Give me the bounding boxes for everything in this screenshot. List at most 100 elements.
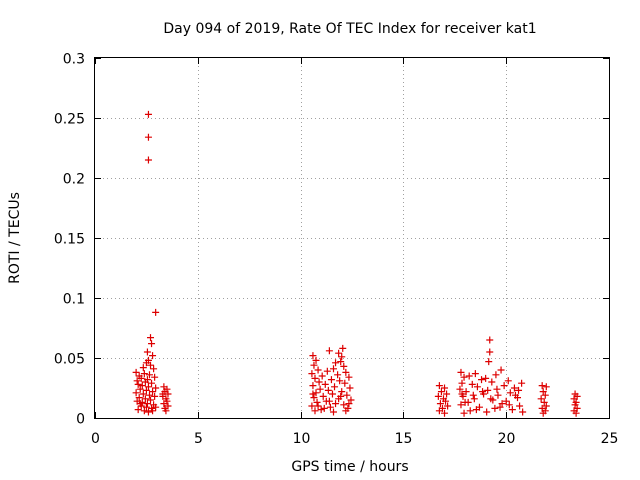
data-point: [345, 400, 353, 408]
data-point: [309, 352, 317, 360]
data-point: [498, 400, 506, 408]
data-point: [149, 388, 157, 396]
data-point: [152, 403, 160, 411]
data-point: [468, 380, 476, 388]
data-point: [342, 407, 350, 415]
data-point: [151, 373, 159, 381]
data-point: [479, 388, 487, 396]
data-point: [141, 378, 149, 386]
data-point: [159, 390, 167, 398]
data-point: [150, 365, 158, 373]
data-point: [469, 391, 477, 399]
y-axis-label: ROTI / TECUs: [7, 192, 23, 284]
data-point: [339, 344, 347, 352]
data-point: [491, 404, 499, 412]
data-point: [504, 377, 512, 385]
grid-lines: [95, 58, 609, 418]
data-point: [320, 404, 328, 412]
data-point: [515, 386, 523, 394]
data-point: [485, 358, 493, 366]
data-point: [326, 403, 334, 411]
data-point: [457, 368, 465, 376]
data-point: [508, 406, 516, 414]
data-point: [516, 402, 524, 410]
data-point: [334, 371, 342, 379]
y-tick-label: 0.1: [63, 292, 85, 308]
data-point: [140, 407, 148, 415]
data-point: [458, 379, 466, 387]
data-point: [435, 382, 443, 390]
data-point: [138, 382, 146, 390]
data-point: [308, 402, 316, 410]
data-point: [537, 395, 545, 403]
data-point: [482, 374, 490, 382]
data-point: [151, 392, 159, 400]
data-point: [441, 384, 449, 392]
data-point: [435, 407, 443, 415]
data-point: [335, 349, 343, 357]
data-point: [492, 371, 500, 379]
data-point: [487, 395, 495, 403]
data-point: [505, 401, 513, 409]
data-point: [331, 383, 339, 391]
data-point: [135, 394, 143, 402]
data-point: [500, 382, 508, 390]
data-point: [312, 389, 320, 397]
data-point: [511, 391, 519, 399]
data-point: [328, 390, 336, 398]
data-point: [538, 382, 546, 390]
data-point: [132, 389, 140, 397]
data-point: [147, 396, 155, 404]
data-point: [484, 386, 492, 394]
data-point: [142, 386, 150, 394]
data-point: [142, 403, 150, 411]
chart-title: Day 094 of 2019, Rate Of TEC Index for r…: [163, 21, 536, 37]
x-axis-label: GPS time / hours: [291, 459, 408, 475]
y-tick-label: 0.15: [54, 232, 85, 248]
tick-labels: 0 5 10 15 20 25 0 0.05 0.1 0.15 0.2 0.25 0.3: [54, 52, 619, 448]
data-point: [139, 390, 147, 398]
data-point: [486, 336, 494, 344]
data-point: [317, 406, 325, 414]
data-point: [572, 409, 580, 417]
data-point: [338, 353, 346, 361]
data-point: [458, 390, 466, 398]
data-point: [478, 376, 486, 384]
data-point: [149, 407, 157, 415]
data-point: [134, 406, 142, 414]
data-point: [343, 391, 351, 399]
data-point: [472, 406, 480, 414]
data-point: [460, 409, 468, 417]
data-point: [456, 385, 464, 393]
data-point: [342, 368, 350, 376]
data-point: [147, 361, 155, 369]
data-point: [144, 133, 152, 141]
data-point: [539, 409, 547, 417]
data-point: [325, 347, 333, 355]
data-point: [313, 398, 321, 406]
data-point: [337, 358, 345, 366]
data-point: [571, 401, 579, 409]
data-point: [143, 348, 151, 356]
data-point: [341, 379, 349, 387]
data-point: [460, 373, 468, 381]
data-point: [486, 348, 494, 356]
data-point: [142, 359, 150, 367]
data-point: [483, 408, 491, 416]
data-point: [470, 395, 478, 403]
data-point: [436, 400, 444, 408]
data-point: [139, 364, 147, 372]
data-point: [457, 401, 465, 409]
data-point: [148, 379, 156, 387]
data-point: [152, 308, 160, 316]
data-point: [437, 388, 445, 396]
data-point: [570, 395, 578, 403]
data-point: [310, 361, 318, 369]
data-point: [443, 390, 451, 398]
data-point: [519, 408, 527, 416]
data-point: [434, 392, 442, 400]
data-point: [143, 400, 151, 408]
data-point: [510, 384, 518, 392]
data-point: [462, 388, 470, 396]
data-point: [327, 376, 335, 384]
